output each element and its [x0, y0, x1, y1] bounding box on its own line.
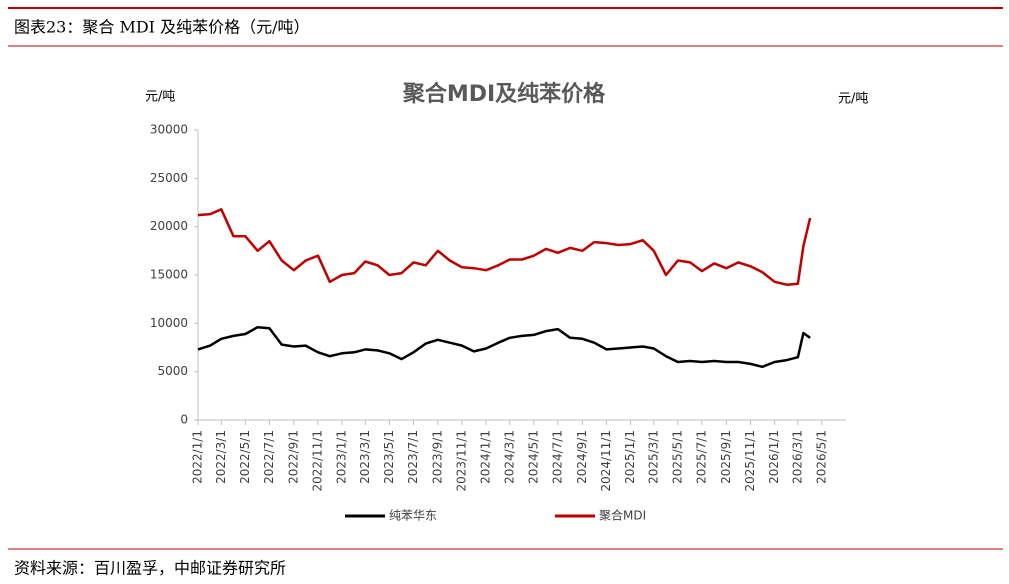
- x-tick-label: 2023/9/1: [430, 430, 444, 484]
- x-tick-label: 2023/11/1: [455, 430, 469, 492]
- x-tick-label: 2025/5/1: [670, 430, 684, 484]
- x-tick-label: 2022/1/1: [191, 430, 205, 484]
- x-tick-label: 2023/7/1: [406, 430, 420, 484]
- y-label-right: 元/吨: [838, 92, 868, 107]
- x-tick-label: 2023/3/1: [358, 430, 372, 484]
- x-tick-label: 2022/5/1: [238, 430, 252, 484]
- y-tick-label: 25000: [150, 171, 188, 185]
- x-tick-label: 2022/7/1: [262, 430, 276, 484]
- x-tick-label: 2025/7/1: [694, 430, 708, 484]
- y-label: 元/吨: [145, 90, 175, 105]
- x-tick-label: 2024/1/1: [479, 430, 493, 484]
- header-title: 图表23：聚合 MDI 及纯苯价格（元/吨）: [14, 18, 309, 37]
- y-tick-label: 30000: [150, 123, 188, 137]
- x-tick-label: 2023/5/1: [382, 430, 396, 484]
- x-tick-label: 2024/3/1: [502, 430, 516, 484]
- x-tick-label: 2023/1/1: [335, 430, 349, 484]
- x-tick-label: 2026/3/1: [790, 430, 804, 484]
- y-tick-label: 0: [180, 413, 188, 427]
- x-tick-label: 2025/9/1: [719, 430, 733, 484]
- legend-label: 纯苯华东: [389, 509, 437, 523]
- y-tick-label: 10000: [150, 316, 188, 330]
- x-tick-label: 2022/9/1: [286, 430, 300, 484]
- x-tick-label: 2024/5/1: [526, 430, 540, 484]
- y-tick-label: 5000: [157, 364, 188, 378]
- x-tick-label: 2022/11/1: [310, 430, 324, 492]
- x-tick-label: 2026/5/1: [814, 430, 828, 484]
- x-tick-label: 2026/1/1: [767, 430, 781, 484]
- series-line: [197, 325, 811, 369]
- x-tick-label: 2024/7/1: [550, 430, 564, 484]
- x-tick-label: 2025/3/1: [646, 430, 660, 484]
- source: 资料来源：百川盈孚，中邮证券研究所: [14, 559, 286, 578]
- y-tick-label: 15000: [150, 268, 188, 282]
- x-tick-label: 2024/11/1: [599, 430, 613, 492]
- x-tick-label: 2024/9/1: [575, 430, 589, 484]
- legend-label: 聚合MDI: [599, 508, 646, 523]
- chart-title: 聚合MDI及纯苯价格: [402, 81, 606, 107]
- y-tick-label: 20000: [150, 219, 188, 233]
- x-tick-label: 2025/11/1: [743, 430, 757, 492]
- x-tick-label: 2025/1/1: [623, 430, 637, 484]
- series-line: [197, 208, 812, 286]
- x-tick-label: 2022/3/1: [214, 430, 228, 484]
